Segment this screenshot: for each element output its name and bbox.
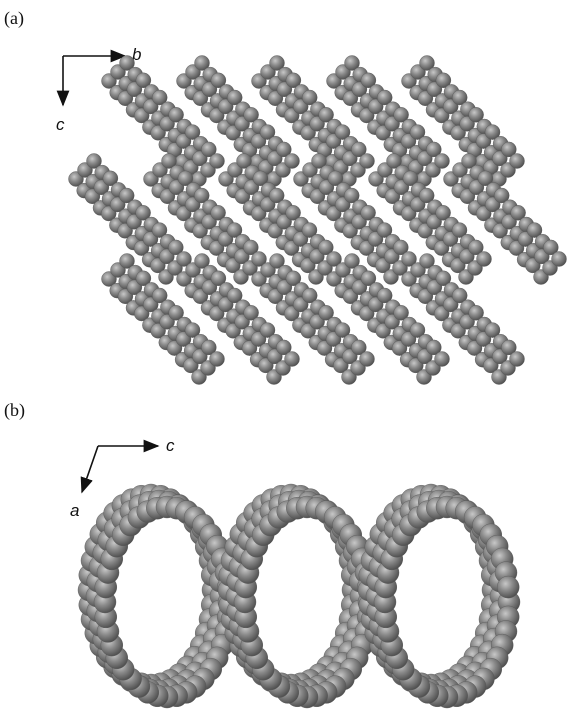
panel-label: (a) bbox=[4, 8, 24, 29]
atom-sphere bbox=[360, 352, 375, 367]
packing-view-a bbox=[69, 56, 567, 385]
atom-sphere bbox=[477, 252, 492, 267]
atom-sphere bbox=[210, 154, 225, 169]
atom-sphere bbox=[285, 352, 300, 367]
atom-sphere bbox=[435, 154, 450, 169]
atom-sphere bbox=[497, 576, 519, 598]
axis-label: a bbox=[70, 501, 79, 520]
atom-sphere bbox=[210, 352, 225, 367]
axis-label: c bbox=[166, 436, 175, 455]
atom-sphere bbox=[360, 154, 375, 169]
atom-sphere bbox=[552, 252, 567, 267]
axis-label: c bbox=[56, 115, 65, 134]
atom-sphere bbox=[510, 154, 525, 169]
figure: (a) b c (b) c a bbox=[0, 0, 584, 727]
panel-label: (b) bbox=[4, 400, 25, 421]
atom-sphere bbox=[285, 154, 300, 169]
axis-arrow bbox=[82, 446, 98, 492]
atom-sphere bbox=[435, 352, 450, 367]
atom-sphere bbox=[510, 352, 525, 367]
packing-view-b bbox=[78, 484, 520, 708]
